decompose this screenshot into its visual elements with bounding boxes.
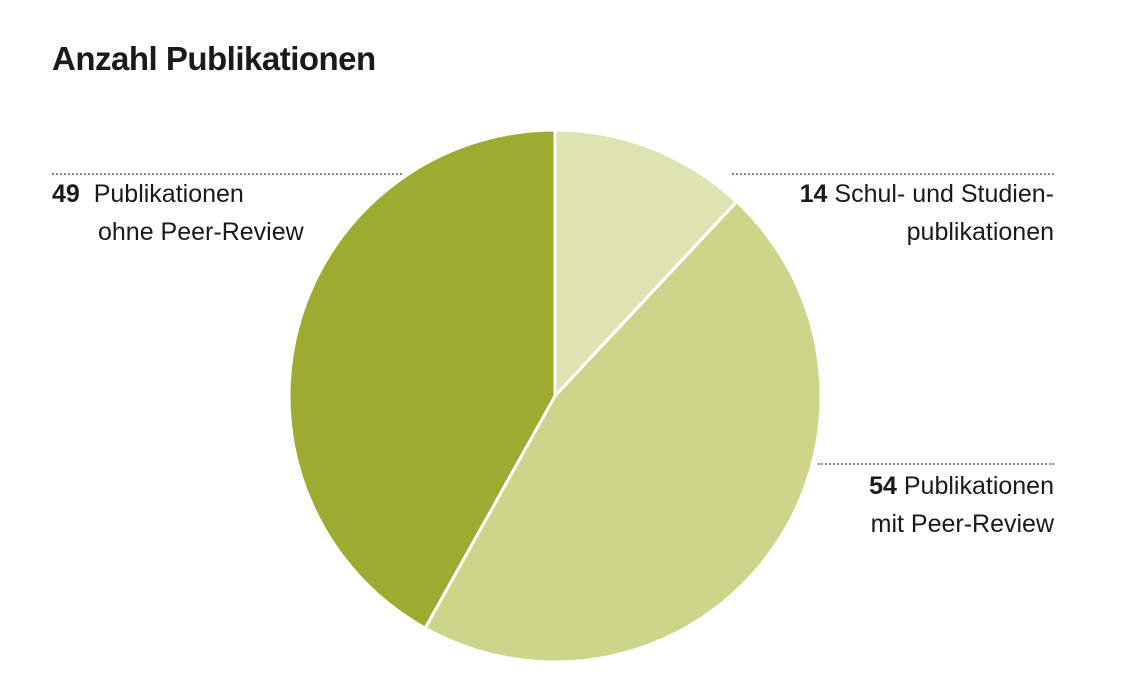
pie-slice-1 <box>423 200 823 664</box>
slice-label-line2: ohne Peer-Review <box>98 218 304 246</box>
slice-label-schul-studien: 14 Schul- und Studien- publikationen <box>800 175 1054 251</box>
pie-slice-2 <box>287 128 557 630</box>
leader-line-14 <box>732 173 1054 175</box>
slice-label-line2: publikationen <box>906 218 1054 246</box>
slice-label-mit-peer-review: 54 Publikationen mit Peer-Review <box>869 467 1054 543</box>
slice-label-line1: Schul- und Studien- <box>834 180 1054 208</box>
leader-line-54 <box>818 463 1054 465</box>
slice-value: 54 <box>869 472 897 500</box>
pie-slice-0 <box>553 128 739 398</box>
slice-value: 49 <box>52 180 80 208</box>
leader-line-49 <box>52 173 402 175</box>
chart-title: Anzahl Publikationen <box>52 40 376 77</box>
slice-label-line1: Publikationen <box>93 180 244 208</box>
slice-label-line2: mit Peer-Review <box>870 510 1054 538</box>
slice-label-line1: Publikationen <box>903 472 1054 500</box>
slice-value: 14 <box>799 180 828 208</box>
slice-label-ohne-peer-review: 49 Publikationen ohne Peer-Review <box>52 175 304 251</box>
